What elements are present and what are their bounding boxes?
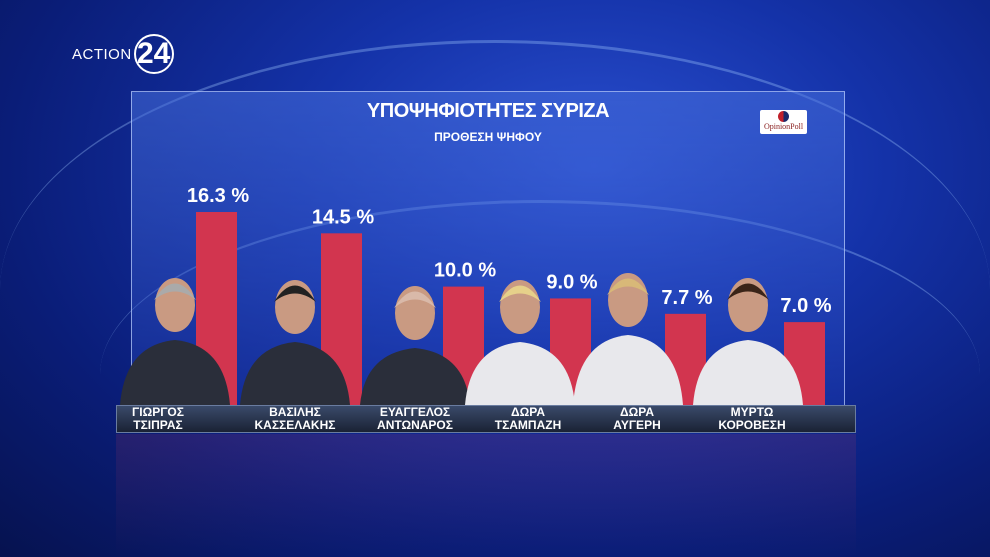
candidate-name-line: ΓΙΩΡΓΟΣ bbox=[132, 405, 184, 419]
candidate-name-line: ΔΩΡΑ bbox=[619, 405, 655, 419]
person-hair bbox=[394, 291, 436, 308]
data-label: 10.0 % bbox=[434, 260, 496, 282]
logo-text: ACTION bbox=[72, 45, 132, 63]
names-bar bbox=[116, 405, 856, 433]
candidate-name-line: ΤΣΙΠΡΑΣ bbox=[133, 418, 183, 432]
candidate-name-line: ΕΥΑΓΓΕΛΟΣ bbox=[379, 405, 451, 419]
person-hair bbox=[727, 283, 769, 300]
opinion-poll-logo: OpinionPoll bbox=[760, 110, 807, 134]
candidate-name-line: ΑΝΤΩΝΑΡΟΣ bbox=[377, 418, 453, 432]
candidate-name-line: ΑΥΓΕΡΗ bbox=[613, 418, 661, 432]
candidate-name-line: ΒΑΣΙΛΗΣ bbox=[269, 405, 321, 419]
data-label: 14.5 % bbox=[312, 206, 374, 228]
person-body bbox=[360, 348, 470, 405]
person-body bbox=[573, 335, 683, 405]
person-body bbox=[240, 342, 350, 405]
candidate-name: ΓΙΩΡΓΟΣ ΤΣΙΠΡΑΣ bbox=[98, 406, 218, 432]
person-hair bbox=[154, 283, 196, 300]
candidate-name: ΕΥΑΓΓΕΛΟΣ ΑΝΤΩΝΑΡΟΣ bbox=[355, 406, 475, 432]
person-hair bbox=[607, 278, 649, 295]
background-arc bbox=[0, 40, 990, 540]
candidate-name: ΜΥΡΤΩ ΚΟΡΟΒΕΣΗ bbox=[692, 406, 812, 432]
chart-title: ΥΠΟΨΗΦΙΟΤΗΤΕΣ ΣΥΡΙΖΑ bbox=[366, 100, 610, 122]
data-label: 7.0 % bbox=[780, 295, 831, 317]
person-body bbox=[693, 340, 803, 405]
data-label: 9.0 % bbox=[546, 271, 597, 293]
candidate-name-line: ΚΟΡΟΒΕΣΗ bbox=[718, 418, 786, 432]
candidate-name: ΔΩΡΑ ΤΣΑΜΠΑΖΗ bbox=[468, 406, 588, 432]
opinion-poll-icon bbox=[778, 111, 789, 122]
opinion-poll-text: OpinionPoll bbox=[763, 122, 804, 131]
candidate-name-line: ΤΣΑΜΠΑΖΗ bbox=[494, 418, 562, 432]
person-body bbox=[465, 342, 575, 405]
person-hair bbox=[499, 285, 541, 302]
chart-subtitle: ΠΡΟΘΕΣΗ ΨΗΦΟΥ bbox=[434, 130, 542, 144]
candidate-name: ΔΩΡΑ ΑΥΓΕΡΗ bbox=[577, 406, 697, 432]
candidate-name: ΒΑΣΙΛΗΣ ΚΑΣΣΕΛΑΚΗΣ bbox=[235, 406, 355, 432]
logo-number: 24 bbox=[133, 34, 174, 74]
action24-logo: ACTION 24 bbox=[72, 34, 174, 74]
person-hair bbox=[274, 285, 316, 302]
data-label: 16.3 % bbox=[187, 185, 249, 207]
candidate-name-line: ΜΥΡΤΩ bbox=[730, 405, 774, 419]
floor-reflection bbox=[116, 434, 856, 557]
candidate-name-line: ΔΩΡΑ bbox=[510, 405, 546, 419]
person-body bbox=[120, 340, 230, 405]
data-label: 7.7 % bbox=[661, 287, 712, 309]
candidate-name-line: ΚΑΣΣΕΛΑΚΗΣ bbox=[254, 418, 336, 432]
